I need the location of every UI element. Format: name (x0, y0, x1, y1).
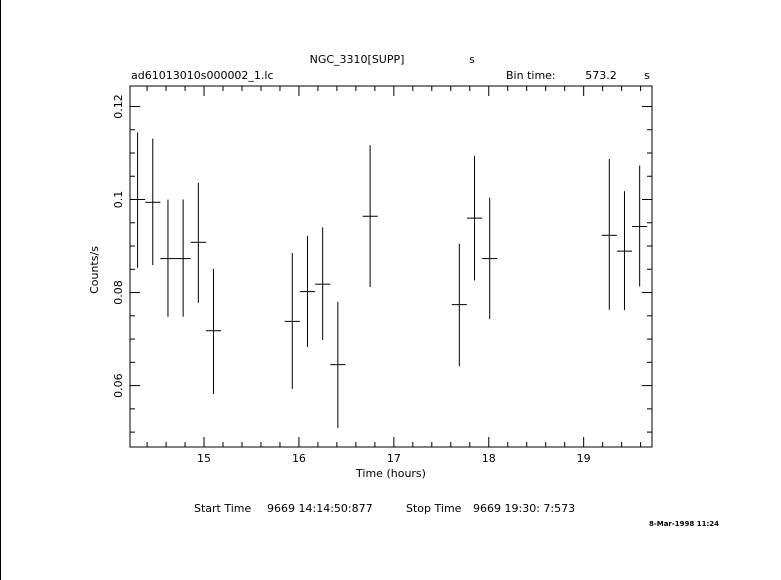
data-point (482, 197, 498, 320)
data-point (160, 199, 176, 317)
data-point (145, 138, 161, 266)
data-points (130, 132, 648, 428)
data-point (190, 182, 206, 303)
data-point (616, 191, 633, 311)
data-point (299, 235, 316, 347)
left-edge-line (0, 0, 1, 580)
data-point (175, 199, 191, 317)
x-tick-label: 16 (292, 452, 306, 465)
file-name: ad61013010s000002_1.lc (131, 69, 274, 82)
axis-tick-labels: 15 16 17 18 19 0.06 0.08 0.1 0.12 (112, 94, 591, 465)
y-tick-label: 0.1 (112, 191, 125, 209)
data-point (284, 253, 300, 389)
data-point (315, 227, 331, 341)
x-tick-label: 17 (387, 452, 401, 465)
start-time-label: Start Time (194, 502, 252, 515)
start-time-value: 9669 14:14:50:877 (267, 502, 373, 515)
object-name: NGC_3310[SUPP] (310, 53, 405, 66)
x-tick-label: 18 (482, 452, 496, 465)
bin-time-value: 573.2 (585, 69, 617, 82)
object-unit: s (469, 53, 475, 66)
data-point (130, 132, 146, 268)
data-point (451, 243, 467, 367)
bin-time-label: Bin time: (506, 69, 556, 82)
y-tick-label: 0.06 (112, 373, 125, 398)
stop-time-value: 9669 19:30: 7:573 (473, 502, 575, 515)
data-point (205, 268, 222, 394)
x-axis-label: Time (hours) (355, 467, 426, 480)
axis-ticks (130, 86, 652, 447)
data-point (632, 165, 648, 287)
y-axis-label: Counts/s (88, 246, 101, 294)
data-point (330, 301, 346, 428)
bin-time-unit: s (644, 69, 650, 82)
x-tick-label: 19 (577, 452, 591, 465)
x-tick-label: 15 (197, 452, 211, 465)
plot-date: 8-Mar-1998 11:24 (649, 520, 719, 528)
y-tick-label: 0.12 (112, 94, 125, 119)
data-point (362, 145, 378, 287)
stop-time-label: Stop Time (406, 502, 462, 515)
data-point (466, 155, 483, 281)
data-point (601, 159, 617, 310)
plot-frame (129, 85, 653, 448)
y-tick-label: 0.08 (112, 280, 125, 305)
